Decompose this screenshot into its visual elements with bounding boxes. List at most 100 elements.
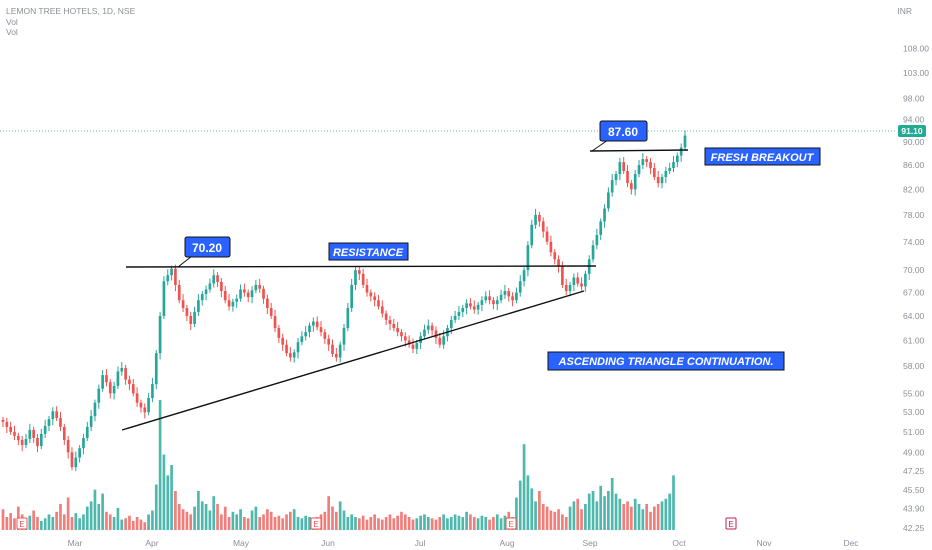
earnings-marker[interactable]: E — [16, 517, 28, 530]
breakout-line[interactable] — [589, 149, 689, 152]
candle-body — [672, 162, 675, 169]
candle-body — [453, 315, 457, 320]
pattern-label[interactable]: ASCENDING TRIANGLE CONTINUATION. — [547, 351, 785, 371]
volume-bar — [273, 517, 277, 530]
candle-body — [442, 336, 445, 345]
volume-bar — [449, 517, 453, 530]
price-tick-label: 103.00 — [903, 68, 929, 78]
volume-bar — [626, 501, 629, 530]
volume-bar — [407, 517, 411, 530]
earnings-marker[interactable]: E — [310, 517, 322, 530]
candle-body — [384, 313, 388, 320]
volume-bar — [108, 514, 112, 530]
candle-body — [534, 214, 537, 225]
candle-body — [553, 252, 557, 260]
volume-bar — [250, 510, 254, 530]
candle-body — [457, 311, 461, 316]
candle-body — [637, 165, 641, 175]
volume-bar — [610, 478, 614, 530]
volume-bar — [438, 517, 442, 530]
volume-bar — [499, 518, 503, 530]
price-tick-label: 55.00 — [903, 388, 925, 398]
price-callout-2[interactable]: 87.60 — [599, 120, 648, 142]
price-tick-label: 70.00 — [903, 265, 925, 275]
price-callout-1[interactable]: 70.20 — [184, 236, 231, 258]
trendlines[interactable] — [121, 139, 689, 431]
candle-body — [469, 303, 472, 307]
volume-bar — [457, 515, 461, 530]
price-tick-label: 86.00 — [903, 160, 925, 170]
price-tick-label: 82.00 — [903, 184, 925, 194]
volume-bar — [373, 514, 376, 530]
support-trendline[interactable] — [121, 290, 585, 431]
volume-bar — [561, 514, 564, 530]
candle-body — [97, 388, 101, 403]
price-callout-1-text: 70.20 — [192, 241, 222, 255]
candle-body — [254, 284, 258, 291]
price-tick-label: 61.00 — [903, 335, 925, 345]
volume-bar — [162, 454, 166, 530]
candle-body — [200, 294, 204, 301]
volume-bar — [239, 509, 242, 530]
earnings-marker[interactable]: E — [505, 517, 517, 530]
candle-body — [403, 336, 407, 341]
volume-bar — [289, 511, 292, 530]
candle-body — [266, 298, 269, 308]
volume-bar — [526, 475, 530, 530]
candle-body — [626, 171, 629, 184]
volume-indicator-label-2[interactable]: Vol — [6, 27, 18, 37]
volume-bar — [32, 510, 35, 530]
volume-bar — [584, 504, 587, 530]
volume-bar — [296, 517, 300, 530]
candle-body — [246, 292, 250, 298]
volume-bar — [5, 517, 9, 530]
candle-body — [62, 426, 66, 440]
candle-body — [630, 183, 633, 190]
price-axis[interactable]: 108.00 103.00 98.00 94.00 90.00 86.00 82.00 78.… — [903, 44, 929, 533]
candle-body — [653, 168, 656, 178]
candle-body — [480, 300, 484, 305]
time-axis[interactable]: Mar Apr May Jun Jul Aug Sep Oct Nov Dec — [68, 538, 860, 548]
earnings-marker[interactable]: E — [725, 517, 737, 530]
volume-bar — [672, 475, 675, 530]
volume-bar — [396, 515, 399, 530]
candle-body — [124, 367, 127, 380]
fresh-breakout-label[interactable]: FRESH BREAKOUT — [704, 147, 821, 166]
candle-body — [193, 311, 196, 324]
volume-bar — [518, 480, 522, 530]
candle-body — [495, 300, 499, 305]
chart-legend: LEMON TREE HOTELS, 1D, NSE Vol Vol — [6, 6, 135, 38]
volume-bar — [78, 518, 81, 530]
volume-indicator-label[interactable]: Vol — [6, 16, 18, 27]
resistance-line[interactable] — [125, 265, 597, 268]
volume-bar — [403, 514, 407, 530]
candle-body — [227, 300, 231, 307]
volume-bar — [227, 517, 231, 530]
resistance-label[interactable]: RESISTANCE — [328, 242, 409, 261]
volume-bar — [85, 506, 89, 530]
candle-body — [269, 308, 273, 316]
volume-bar — [492, 517, 495, 530]
last-price-text: 91.10 — [901, 126, 923, 136]
volume-bar — [258, 517, 262, 530]
candle-body — [511, 296, 514, 301]
volume-bar — [139, 519, 143, 530]
candle-body — [89, 416, 93, 427]
time-tick-label: Nov — [756, 538, 772, 548]
volume-bar — [120, 519, 124, 530]
volume-bar — [541, 504, 545, 530]
candle-body — [231, 301, 235, 307]
volume-bar — [515, 497, 518, 530]
candle-body — [47, 419, 51, 426]
candle-body — [13, 431, 16, 436]
svg-text:E: E — [728, 520, 733, 529]
candle-body — [66, 439, 70, 453]
candle-body — [515, 292, 518, 301]
volume-bar — [220, 514, 223, 530]
candle-body — [281, 337, 285, 345]
candle-body — [683, 135, 687, 148]
volume-bar — [564, 517, 568, 530]
candle-body — [120, 367, 124, 372]
volume-bar — [335, 511, 338, 530]
